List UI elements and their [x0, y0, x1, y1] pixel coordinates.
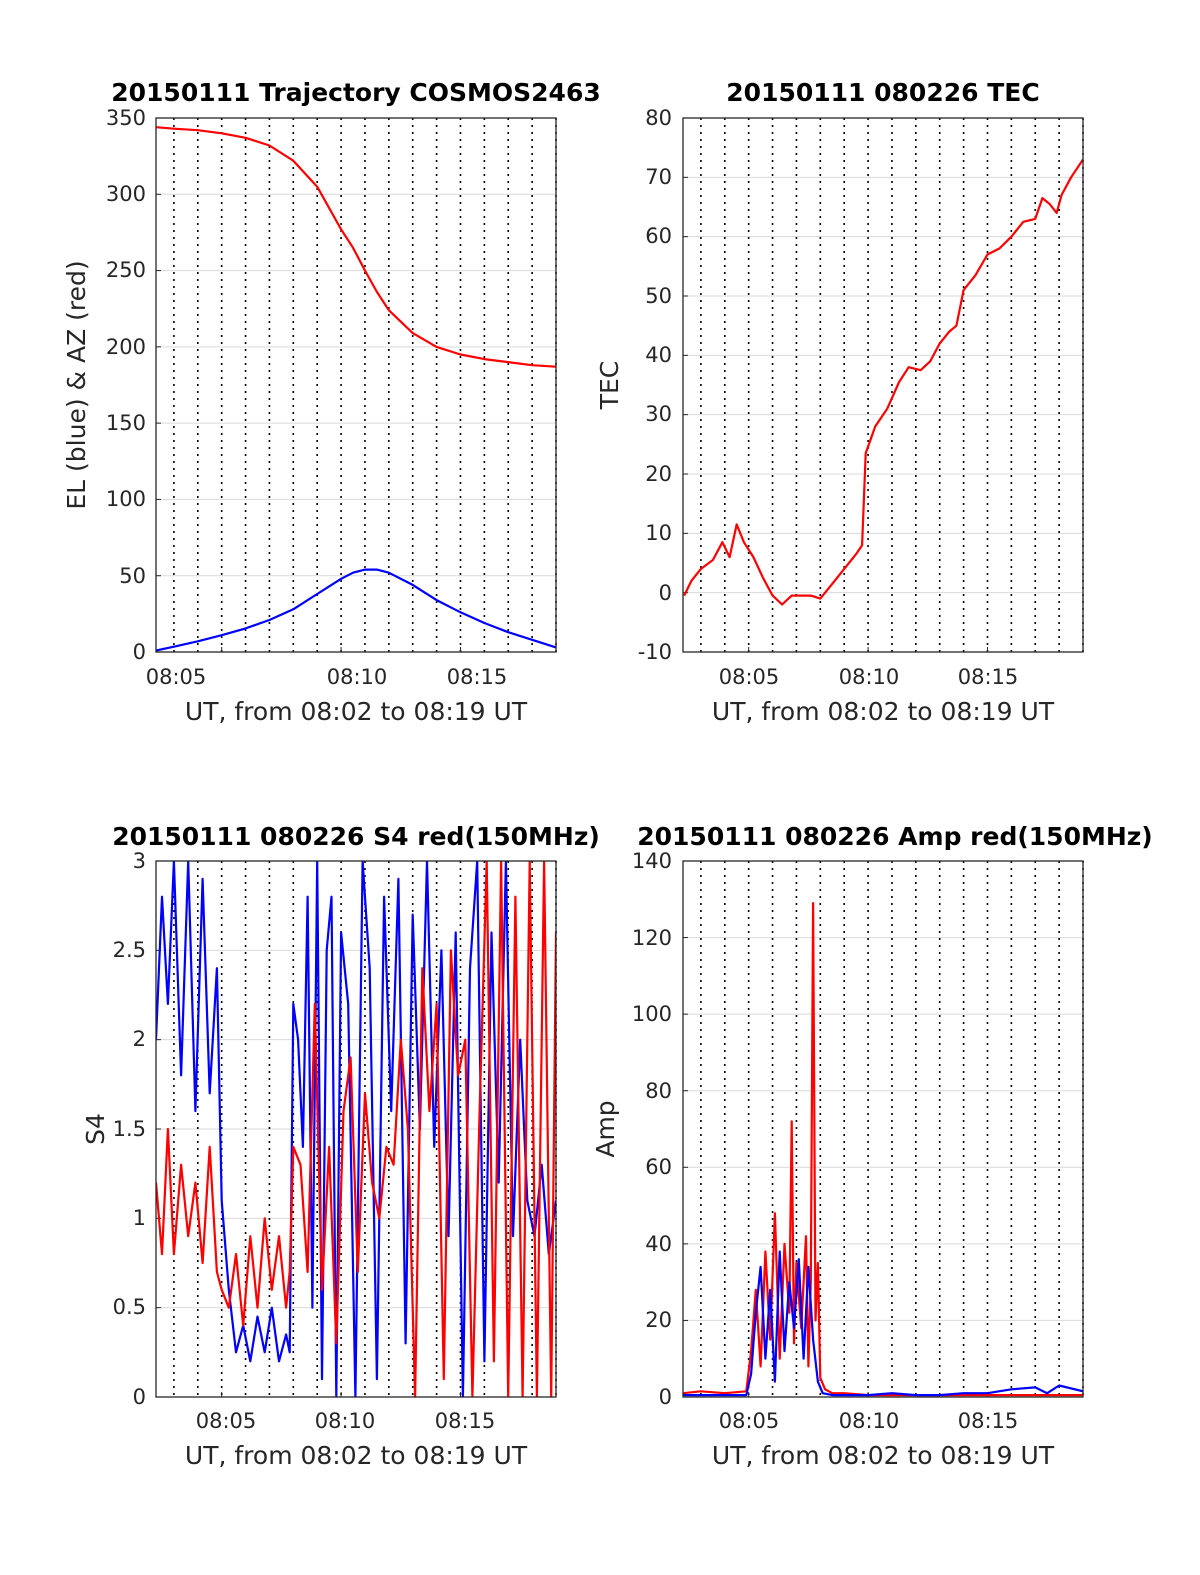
tec-ytick-label: 60	[645, 224, 672, 248]
amp-ytick-label: 140	[632, 849, 672, 873]
panel-amp: 20150111 080226 Amp red(150MHz) UT, from…	[591, 822, 1153, 1470]
tec-xtick-label: 08:15	[958, 665, 1019, 689]
tec-ytick-label: 80	[645, 106, 672, 130]
trajectory-ytick-label: 350	[106, 106, 146, 130]
trajectory-ytick-label: 150	[106, 411, 146, 435]
s4-ytick-label: 0.5	[113, 1295, 146, 1319]
trajectory-ytick-label: 100	[106, 487, 146, 511]
tec-title: 20150111 080226 TEC	[726, 78, 1039, 107]
s4-ylabel: S4	[81, 1113, 110, 1145]
s4-xlabel: UT, from 08:02 to 08:19 UT	[185, 1441, 528, 1470]
tec-axes-box	[682, 117, 1084, 653]
trajectory-title: 20150111 Trajectory COSMOS2463	[111, 78, 601, 107]
amp-xtick-label: 08:10	[839, 1409, 900, 1433]
amp-title: 20150111 080226 Amp red(150MHz)	[637, 822, 1153, 851]
amp-series-red	[683, 901, 1083, 1397]
trajectory-ytick-label: 50	[119, 564, 146, 588]
trajectory-plot-layer	[156, 117, 557, 653]
panel-trajectory: 20150111 Trajectory COSMOS2463 UT, from …	[62, 78, 601, 726]
amp-ytick-label: 40	[645, 1232, 672, 1256]
s4-title: 20150111 080226 S4 red(150MHz)	[112, 822, 600, 851]
amp-axes-box	[682, 860, 1084, 1398]
s4-ytick-label: 3	[133, 849, 146, 873]
s4-axes-box	[155, 860, 557, 1398]
tec-ytick-label: 50	[645, 284, 672, 308]
trajectory-ytick-label: 250	[106, 258, 146, 282]
amp-xtick-label: 08:15	[958, 1409, 1019, 1433]
trajectory-xtick-label: 08:15	[447, 665, 508, 689]
s4-series-red	[156, 861, 556, 1397]
amp-xtick-label: 08:05	[719, 1409, 780, 1433]
amp-series-blue	[683, 1250, 1083, 1397]
amp-xlabel: UT, from 08:02 to 08:19 UT	[712, 1441, 1055, 1470]
amp-ytick-label: 20	[645, 1308, 672, 1332]
trajectory-series-blue	[156, 568, 556, 652]
tec-ytick-label: 40	[645, 343, 672, 367]
s4-ytick-label: 2.5	[113, 938, 146, 962]
tec-xlabel: UT, from 08:02 to 08:19 UT	[712, 697, 1055, 726]
tec-xtick-label: 08:05	[719, 665, 780, 689]
tec-ytick-label: 30	[645, 402, 672, 426]
tec-plot-layer	[683, 117, 1084, 653]
tec-ytick-label: 0	[659, 581, 672, 605]
trajectory-ytick-label: 0	[133, 640, 146, 664]
s4-xtick-label: 08:05	[196, 1409, 257, 1433]
trajectory-axes-box	[155, 117, 557, 653]
amp-ytick-label: 60	[645, 1155, 672, 1179]
tec-ytick-label: 20	[645, 462, 672, 486]
trajectory-ytick-label: 300	[106, 182, 146, 206]
s4-ytick-label: 2	[133, 1027, 146, 1051]
s4-ytick-label: 1	[133, 1206, 146, 1230]
amp-ytick-label: 0	[659, 1385, 672, 1409]
tec-xtick-label: 08:10	[839, 665, 900, 689]
tec-ytick-label: -10	[638, 640, 672, 664]
tec-ytick-label: 70	[645, 165, 672, 189]
s4-ytick-label: 0	[133, 1385, 146, 1409]
amp-plot-layer	[683, 860, 1084, 1398]
tec-ylabel: TEC	[595, 361, 624, 411]
tec-ytick-label: 10	[645, 521, 672, 545]
panel-s4: 20150111 080226 S4 red(150MHz) UT, from …	[81, 822, 600, 1470]
amp-ytick-label: 120	[632, 926, 672, 950]
trajectory-series-red	[156, 126, 556, 368]
s4-plot-layer	[156, 860, 557, 1398]
s4-series-blue	[156, 861, 556, 1397]
trajectory-xtick-label: 08:10	[327, 665, 388, 689]
trajectory-ylabel: EL (blue) & AZ (red)	[62, 260, 91, 509]
tec-series-red	[683, 158, 1083, 606]
amp-ytick-label: 100	[632, 1002, 672, 1026]
s4-xtick-label: 08:10	[315, 1409, 376, 1433]
amp-ytick-label: 80	[645, 1079, 672, 1103]
trajectory-xtick-label: 08:05	[146, 665, 207, 689]
s4-xtick-label: 08:15	[435, 1409, 496, 1433]
s4-ytick-label: 1.5	[113, 1117, 146, 1141]
panel-tec: 20150111 080226 TEC UT, from 08:02 to 08…	[595, 78, 1084, 726]
trajectory-xlabel: UT, from 08:02 to 08:19 UT	[185, 697, 528, 726]
trajectory-ytick-label: 200	[106, 335, 146, 359]
amp-ylabel: Amp	[591, 1100, 620, 1157]
